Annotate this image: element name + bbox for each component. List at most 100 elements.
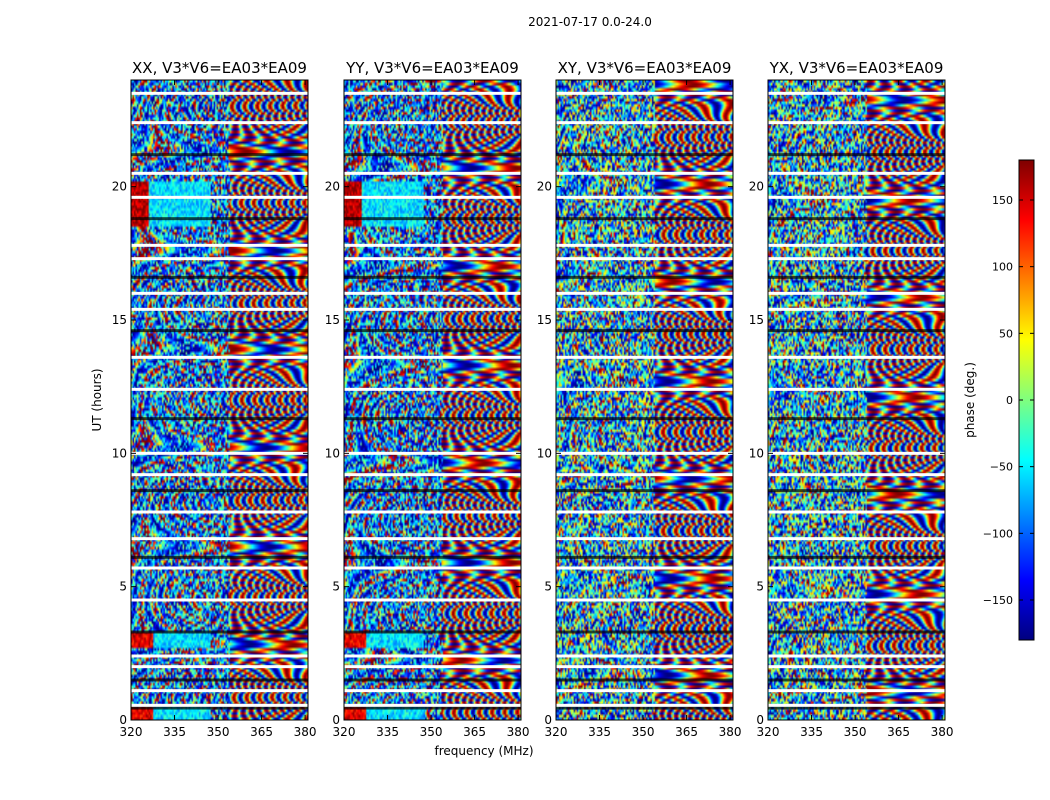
flagged-row	[344, 473, 521, 477]
flagged-row	[768, 654, 945, 658]
flagged-row	[131, 171, 308, 175]
flagged-row	[768, 275, 945, 279]
flagged-row	[556, 195, 733, 199]
flagged-row	[344, 678, 521, 682]
panels-group: XX, V3*V6=EA03*EA09 320 335 350 365 380 0 5 10 15…	[112, 59, 954, 739]
x-tick-label: 320	[545, 725, 568, 739]
x-tick-label: 335	[376, 725, 399, 739]
flagged-row	[556, 243, 733, 247]
flagged-row	[768, 566, 945, 570]
flagged-row	[556, 121, 733, 125]
flagged-row	[768, 355, 945, 359]
flagged-row	[131, 537, 308, 541]
flagged-row	[131, 665, 308, 669]
flagged-row	[556, 473, 733, 477]
panel-title: XX, V3*V6=EA03*EA09	[132, 59, 307, 77]
flagged-row	[768, 489, 945, 493]
flagged-row	[344, 307, 521, 311]
flagged-row	[768, 665, 945, 669]
flagged-row	[768, 217, 945, 221]
y-tick-label: 20	[749, 180, 764, 194]
flagged-row	[131, 91, 308, 95]
panel-xy: XY, V3*V6=EA03*EA09 320 335 350 365 380 0 5 10 15…	[537, 59, 742, 739]
flagged-row	[556, 703, 733, 707]
flagged-row	[131, 329, 308, 333]
x-tick-label: 380	[719, 725, 742, 739]
flagged-row	[131, 291, 308, 295]
y-tick-label: 20	[537, 180, 552, 194]
flagged-row	[131, 217, 308, 221]
flagged-row	[131, 121, 308, 125]
x-tick-label: 350	[420, 725, 443, 739]
y-tick-label: 5	[332, 580, 340, 594]
y-tick-label: 10	[537, 446, 552, 460]
flagged-row	[131, 703, 308, 707]
flagged-row	[556, 91, 733, 95]
flagged-row	[556, 665, 733, 669]
y-tick-label: 20	[325, 180, 340, 194]
flagged-row	[556, 451, 733, 455]
panel-yx: YX, V3*V6=EA03*EA09 320 335 350 365 380 0 5 10 15…	[749, 59, 954, 739]
flagged-row	[556, 217, 733, 221]
flagged-row	[768, 243, 945, 247]
flagged-row	[768, 473, 945, 477]
flagged-row	[131, 473, 308, 477]
flagged-row	[556, 257, 733, 261]
flagged-row	[344, 291, 521, 295]
flagged-row	[556, 417, 733, 421]
flagged-row	[344, 598, 521, 602]
x-tick-label: 380	[931, 725, 954, 739]
flagged-row	[131, 598, 308, 602]
flagged-row	[344, 387, 521, 391]
x-tick-label: 365	[887, 725, 910, 739]
panel-frame	[343, 79, 522, 721]
x-tick-label: 380	[507, 725, 530, 739]
flagged-row	[131, 689, 308, 693]
flagged-row	[768, 171, 945, 175]
colorbar-tick-label: −50	[990, 461, 1013, 474]
flagged-row	[344, 171, 521, 175]
flagged-row	[768, 387, 945, 391]
flagged-row	[344, 665, 521, 669]
flagged-row	[556, 566, 733, 570]
flagged-row	[344, 451, 521, 455]
flagged-row	[768, 706, 945, 710]
flagged-row	[768, 703, 945, 707]
flagged-row	[344, 153, 521, 157]
flagged-row	[556, 510, 733, 514]
flagged-row	[344, 243, 521, 247]
panel-frame	[555, 79, 734, 721]
flagged-row	[768, 537, 945, 541]
flagged-row	[768, 91, 945, 95]
flagged-row	[344, 703, 521, 707]
flagged-row	[131, 706, 308, 710]
flagged-row	[344, 91, 521, 95]
x-tick-label: 320	[120, 725, 143, 739]
flagged-row	[768, 329, 945, 333]
flagged-row	[556, 630, 733, 634]
flagged-row	[768, 291, 945, 295]
y-tick-label: 15	[325, 313, 340, 327]
flagged-row	[768, 678, 945, 682]
panel-title: YX, V3*V6=EA03*EA09	[769, 59, 944, 77]
flagged-row	[768, 195, 945, 199]
flagged-row	[768, 417, 945, 421]
y-tick-label: 15	[537, 313, 552, 327]
flagged-row	[768, 451, 945, 455]
flagged-row	[131, 451, 308, 455]
y-tick-label: 0	[756, 713, 764, 727]
flagged-row	[556, 275, 733, 279]
y-tick-label: 15	[112, 313, 127, 327]
colorbar-tick-label: 100	[992, 261, 1013, 274]
panel-title: YY, V3*V6=EA03*EA09	[345, 59, 519, 77]
colorbar-tick-label: 0	[1006, 394, 1013, 407]
flagged-row	[344, 555, 521, 559]
y-tick-label: 10	[325, 446, 340, 460]
flagged-row	[131, 654, 308, 658]
phase-heatmap-xy	[556, 80, 733, 720]
panel-xx: XX, V3*V6=EA03*EA09 320 335 350 365 380 0 5 10 15…	[112, 59, 317, 739]
flagged-row	[556, 598, 733, 602]
x-tick-label: 365	[463, 725, 486, 739]
flagged-row	[131, 566, 308, 570]
